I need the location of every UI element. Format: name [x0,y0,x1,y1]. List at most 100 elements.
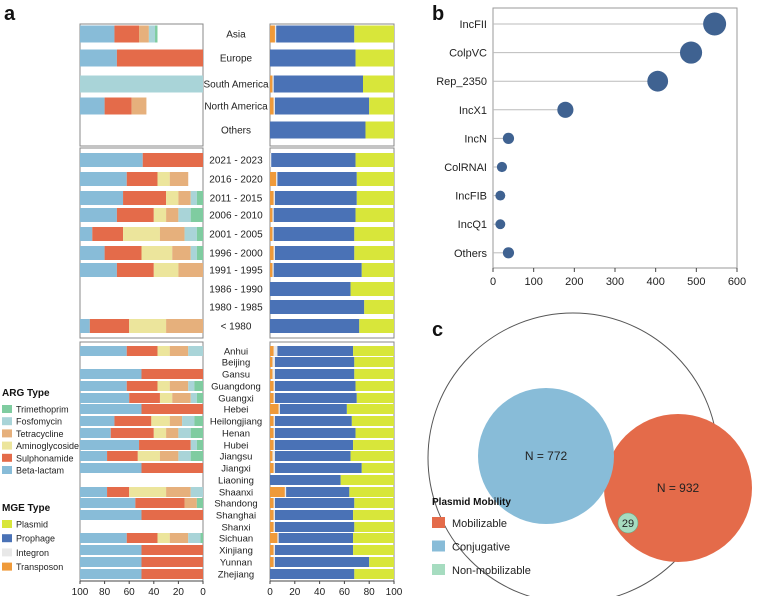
arg-bar-segment [200,533,203,543]
mge-bar-segment [350,282,394,296]
mge-bar-segment [274,522,355,532]
mobility-legend-label: Conjugative [452,542,510,554]
mge-bar-segment [353,440,394,450]
arg-bar-segment [157,381,170,391]
mge-bar-segment [349,487,394,497]
arg-bar-segment [196,191,203,205]
arg-bar-segment [80,451,108,461]
arg-bar-segment [139,440,191,450]
mge-bar-segment [270,369,273,379]
x-tick-label: 0 [490,276,496,288]
mge-bar-segment [273,346,278,356]
mge-bar-segment [273,393,275,403]
mge-bar-segment [273,208,356,222]
mge-bar-segment [272,369,275,379]
category-label: Henan [222,429,250,440]
mge-bar-segment [273,246,275,260]
arg-bar-segment [123,191,167,205]
category-label: North America [204,102,268,113]
mge-legend-label: Integron [16,548,49,558]
arg-bar-segment [80,557,142,567]
arg-bar-segment [188,346,203,356]
mge-bar-segment [273,498,275,508]
mobility-legend-title: Plasmid Mobility [432,497,511,508]
mge-bar-segment [270,557,274,567]
mge-bar-segment [276,25,355,43]
mge-bar-segment [274,440,354,450]
mge-bar-segment [270,569,355,579]
arg-bar-segment [107,487,130,497]
arg-bar-segment [80,545,142,555]
arg-bar-segment [139,25,149,43]
mge-bar-segment [363,75,394,93]
panel-c-label: c [432,319,443,341]
arg-bar-segment [80,369,142,379]
left-tick-label: 80 [99,587,111,596]
arg-bar-segment [166,428,179,438]
category-label: Hebei [224,405,249,416]
arg-bar-segment [123,227,160,241]
category-label: Shanghai [216,511,256,522]
mge-bar-segment [270,97,274,115]
arg-bar-segment [110,428,154,438]
mge-bar-segment [356,191,394,205]
mge-legend-swatch [2,548,12,557]
arg-bar-segment [114,416,152,426]
arg-bar-segment [126,346,158,356]
arg-bar-segment [157,346,170,356]
mge-bar-segment [273,75,363,93]
category-label: IncQ1 [458,219,487,231]
mge-bar-segment [356,393,394,403]
arg-bar-segment [104,97,132,115]
category-label: Beijing [222,358,251,369]
category-label: Jiangxi [221,464,251,475]
arg-legend-label: Fosfomycin [16,417,62,427]
arg-bar-segment [129,487,167,497]
right-tick-label: 40 [314,587,326,596]
arg-legend-label: Aminoglycoside [16,441,79,451]
category-label: 2001 - 2005 [209,230,263,241]
arg-bar-segment [190,428,203,438]
arg-bar-segment [190,487,203,497]
mge-bar-segment [270,522,274,532]
mge-bar-segment [361,463,394,473]
mge-bar-segment [272,75,274,93]
mge-bar-segment [272,263,274,277]
arg-bar-segment [184,498,197,508]
lollipop-dot [496,161,508,173]
arg-bar-segment [196,246,203,260]
arg-bar-segment [178,191,191,205]
arg-bar-segment [194,381,203,391]
mge-bar-segment [270,121,366,139]
mge-bar-segment [276,172,278,186]
mge-bar-segment [355,381,394,391]
arg-bar-segment [80,533,127,543]
arg-bar-segment [80,381,127,391]
arg-bar-segment [153,208,167,222]
arg-bar-segment [178,428,191,438]
mge-bar-segment [270,451,273,461]
arg-bar-segment [157,533,170,543]
arg-bar-segment [126,172,158,186]
arg-bar-segment [126,533,158,543]
arg-bar-segment [142,153,203,167]
mge-bar-segment [270,25,275,43]
mge-bar-segment [270,208,273,222]
arg-bar-segment [166,319,203,333]
mge-bar-segment [272,451,275,461]
mge-group-frame [269,147,395,339]
mobility-legend-label: Non-mobilizable [452,565,531,577]
category-label: Gansu [222,370,250,381]
mge-bar-segment [277,533,279,543]
mge-bar-segment [274,498,355,508]
lollipop-dot [703,12,727,36]
mge-bar-segment [354,369,394,379]
mge-bar-segment [270,153,272,167]
arg-bar-segment [80,172,127,186]
mge-bar-segment [274,97,370,115]
mge-legend-swatch [2,520,12,528]
category-label: ColRNAI [444,162,487,174]
non-mobilizable-circle [617,512,639,534]
mge-bar-segment [274,393,357,403]
